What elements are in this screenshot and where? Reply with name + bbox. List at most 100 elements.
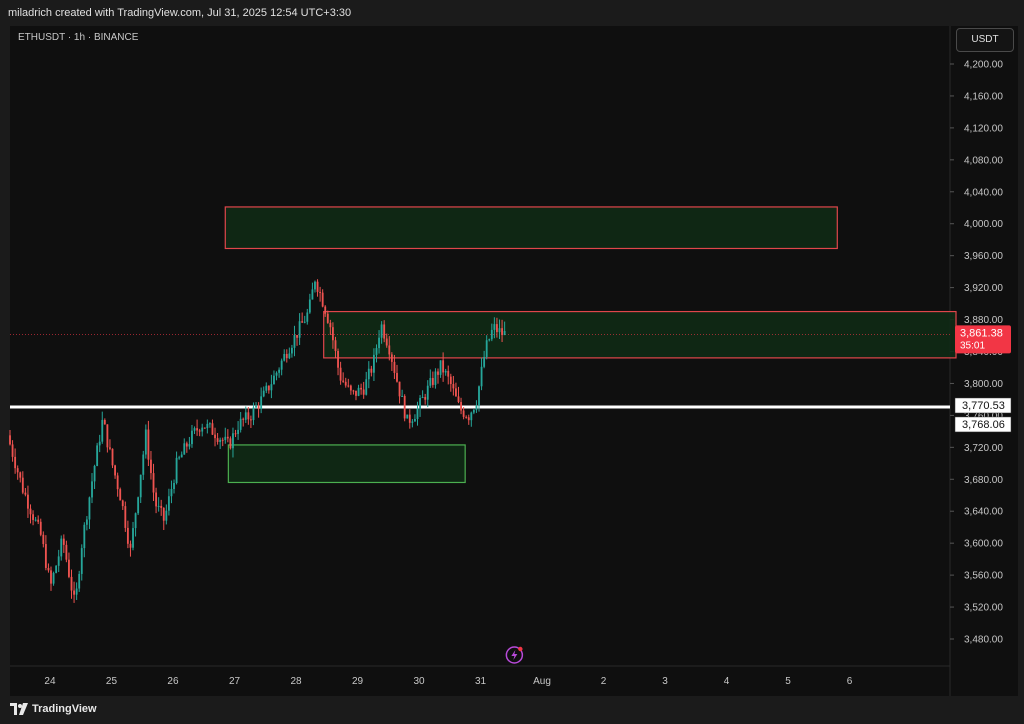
candle-up [188,444,191,447]
candle-up [414,418,416,422]
candle-up [293,335,296,348]
candle-down [216,438,219,442]
candle-up [139,474,142,498]
candle-down [119,489,122,501]
y-tick-label: 3,680.00 [964,475,1003,486]
y-tick-label: 4,120.00 [964,123,1003,134]
candle-down [21,477,24,493]
header-bar: miladrich created with TradingView.com, … [0,0,1024,26]
upper-supply-zone[interactable] [224,206,838,250]
candle-down [126,527,129,544]
candle-up [480,366,483,387]
candle-up [134,513,137,529]
candle-up [380,324,383,338]
candle-up [478,386,480,406]
candle-up [378,337,380,349]
candle-down [229,438,232,449]
current-range-zone[interactable] [323,310,957,359]
candle-down [342,380,345,382]
candle-up [165,510,168,521]
candle-up [237,429,240,434]
candle-up [193,428,196,431]
candle-up [232,433,234,449]
candle-down [214,434,216,439]
brand-name: TradingView [32,703,97,715]
candle-down [24,492,27,495]
candle-down [249,419,252,421]
y-tick-label: 4,040.00 [964,187,1003,198]
candle-down [452,383,455,389]
candle-down [331,327,334,341]
candle-down [467,417,470,421]
candle-up [314,281,316,290]
candle-down [339,367,342,381]
y-tick-label: 3,640.00 [964,507,1003,518]
candle-up [475,405,478,410]
candle-down [198,430,201,432]
y-tick-label: 3,720.00 [964,443,1003,454]
candle-up [357,387,360,396]
candle-up [91,481,93,498]
candle-down [362,389,365,395]
y-tick-label: 3,560.00 [964,571,1003,582]
candle-down [267,385,270,391]
candle-down [447,370,450,377]
notification-dot [518,646,523,652]
currency-button[interactable]: USDT [956,28,1014,52]
candle-down [116,475,119,490]
candle-up [298,321,301,338]
creation-credit: miladrich created with TradingView.com, … [8,7,352,19]
candle-down [347,385,350,387]
tradingview-logo-icon [10,703,28,715]
candle-down [44,544,47,568]
candle-up [206,423,209,429]
candle-up [178,457,181,459]
chart-area[interactable] [10,26,1018,696]
y-tick-label: 4,160.00 [964,91,1003,102]
y-tick-label: 3,920.00 [964,283,1003,294]
candle-down [121,500,124,507]
x-tick-label: 5 [785,676,791,687]
candle-up [183,443,186,455]
x-tick-label: 29 [352,676,364,687]
candle-down [296,335,298,338]
tradingview-logo[interactable]: TradingView [10,703,97,715]
candle-up [411,421,414,423]
candle-down [65,544,68,560]
candle-down [396,372,398,382]
y-tick-label: 3,760.00 [964,411,1003,422]
x-tick-label: 27 [229,676,241,687]
candle-up [470,412,473,421]
footer-bar [0,696,1024,724]
candle-down [329,322,332,328]
lightning-icon[interactable] [505,646,524,664]
candle-up [493,324,496,330]
candle-down [147,429,150,460]
candle-up [373,354,375,373]
x-tick-label: 3 [662,676,668,687]
x-tick-label: 4 [724,676,730,687]
candle-up [52,572,55,584]
candle-up [275,372,278,376]
candle-up [144,429,147,455]
candle-down [42,534,45,545]
candle-up [472,409,475,413]
candle-up [137,497,140,514]
candle-up [157,505,160,507]
candle-up [308,299,311,313]
candle-down [460,402,462,411]
candle-up [278,369,281,373]
demand-zone[interactable] [227,444,466,484]
candle-up [101,419,104,442]
candle-up [273,375,275,385]
candle-up [306,312,309,322]
candle-down [431,378,434,385]
candle-up [93,465,96,482]
candle-down [124,506,127,528]
candle-down [129,543,132,548]
candle-down [234,433,237,435]
x-tick-label: 2 [601,676,607,687]
y-tick-label: 4,200.00 [964,60,1003,71]
support-price-badge [954,397,1012,414]
